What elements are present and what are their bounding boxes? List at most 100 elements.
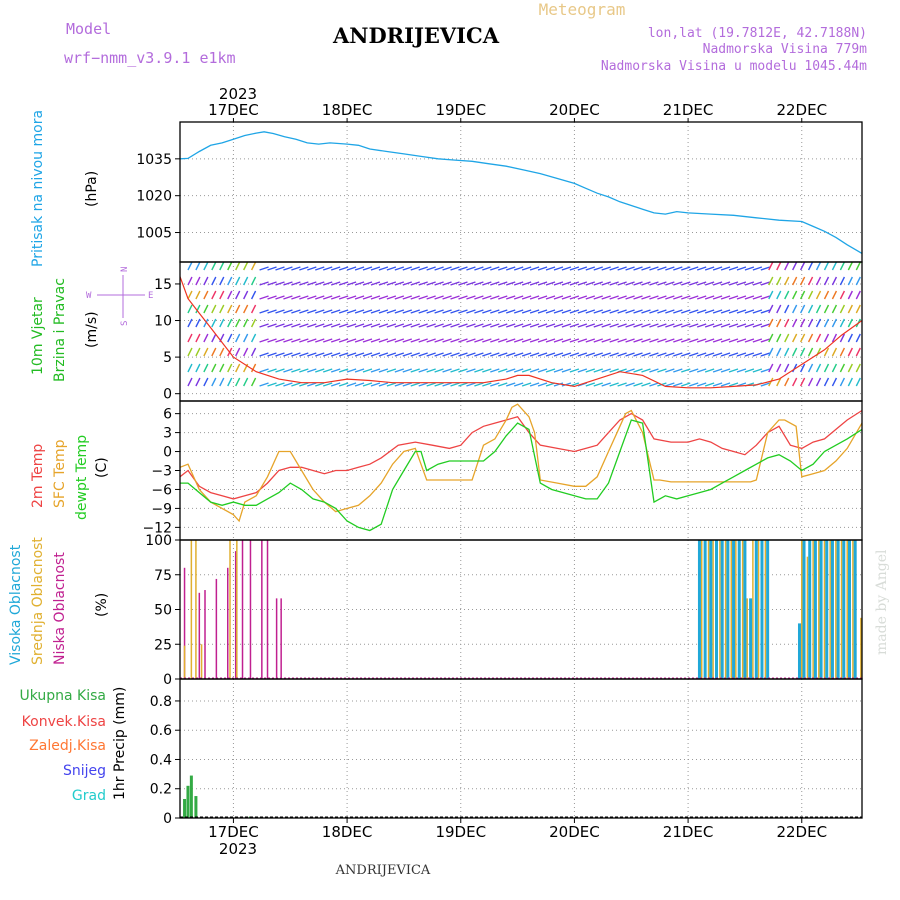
wind-vector-383 — [521, 309, 532, 314]
wind-vector-212 — [370, 309, 381, 314]
wind-vector-109 — [283, 368, 293, 373]
wind-vector-711 — [815, 377, 822, 387]
wind-vector-204 — [362, 295, 373, 300]
wind-vector-65 — [243, 347, 249, 357]
wind-vector-129 — [299, 338, 309, 343]
wind-vector-704 — [807, 347, 814, 357]
wind-vector-654 — [760, 295, 771, 300]
wind-vector-306 — [458, 382, 468, 387]
xtick-top-1: 18DEC — [322, 101, 373, 119]
wind-vector-310 — [458, 323, 468, 328]
wind-vector-35 — [211, 261, 217, 271]
wind-vector-589 — [704, 323, 715, 328]
wind-vector-321 — [466, 295, 476, 300]
pressure-unit: (hPa) — [84, 171, 100, 207]
wind-vector-582 — [696, 295, 707, 300]
wind-vector-354 — [498, 338, 508, 343]
xtick-top-4: 21DEC — [663, 101, 714, 119]
wind-vector-519 — [641, 295, 651, 300]
cloud-ylabel-high: Visoka Oblacnost — [8, 544, 24, 665]
wind-vector-351 — [498, 382, 508, 387]
wind-vector-358 — [498, 281, 508, 286]
wind-vector-469 — [601, 368, 611, 373]
wind-vector-468 — [601, 382, 611, 387]
wind-vector-474 — [601, 295, 611, 300]
wind-vector-600 — [712, 295, 723, 300]
wind-vector-132 — [299, 295, 309, 300]
panel-frame-0 — [179, 121, 863, 263]
wind-vector-650 — [760, 352, 771, 357]
wind-vector-705 — [807, 333, 814, 343]
wind-vector-463 — [593, 323, 603, 328]
wind-vector-177 — [338, 295, 349, 300]
wind-vector-166 — [330, 323, 341, 328]
wind-vector-747 — [847, 377, 853, 387]
wind-vector-451 — [585, 368, 596, 373]
wind-vector-265 — [418, 323, 428, 328]
wind-vector-85 — [259, 323, 269, 328]
wind-vector-717 — [815, 290, 822, 300]
wind-vector-498 — [625, 338, 635, 343]
wind-vector-693 — [799, 377, 806, 387]
wind-vector-45 — [227, 377, 233, 387]
wind-vector-420 — [553, 295, 564, 300]
wind-vector-436 — [569, 323, 580, 328]
wind-vector-497 — [625, 352, 635, 357]
wind-vector-51 — [227, 290, 233, 300]
wind-vector-564 — [681, 295, 691, 300]
wind-vector-678 — [784, 333, 790, 343]
wind-vector-222 — [378, 295, 389, 300]
wind-vector-403 — [537, 281, 548, 286]
wind-vector-171 — [338, 382, 349, 387]
wind-vector-703 — [807, 363, 814, 373]
wind-vector-145 — [315, 368, 325, 373]
wind-vector-508 — [633, 323, 643, 328]
wind-vector-307 — [458, 368, 468, 373]
wind-vector-609 — [720, 295, 731, 300]
wind-vector-730 — [831, 363, 838, 373]
wind-vector-1 — [187, 363, 193, 373]
wind-vector-202 — [362, 323, 373, 328]
wind-vector-449 — [577, 266, 588, 271]
wind-vector-692 — [792, 261, 798, 271]
wind-vector-259 — [410, 281, 420, 286]
wind-vector-525 — [649, 338, 659, 343]
wind-vector-645 — [752, 295, 763, 300]
wind-vector-280 — [434, 368, 444, 373]
wind-vector-326 — [474, 352, 484, 357]
wind-vector-341 — [482, 266, 492, 271]
wind-vector-223 — [378, 281, 389, 286]
wind-vector-234 — [394, 382, 405, 387]
wind-vector-293 — [442, 309, 452, 314]
wind-vector-454 — [585, 323, 596, 328]
wind-vector-664 — [768, 276, 774, 286]
wind-vector-646 — [752, 281, 763, 286]
wind-vector-501 — [625, 295, 635, 300]
wind-vector-122 — [291, 309, 301, 314]
wind-vector-429 — [561, 295, 572, 300]
wind-vector-110 — [283, 352, 293, 357]
wind-vector-763 — [855, 276, 861, 286]
legend-ukupna: Ukupna Kisa — [19, 688, 106, 704]
wind-vector-748 — [847, 363, 853, 373]
wind-vector-9 — [195, 377, 201, 387]
wind-vector-622 — [736, 368, 747, 373]
wind-vector-73 — [250, 363, 257, 373]
wind-vector-494 — [617, 266, 627, 271]
year-bottom: 2023 — [219, 840, 257, 858]
wind-vector-544 — [665, 323, 675, 328]
wind-vector-442 — [577, 368, 588, 373]
wind-vector-32 — [211, 304, 217, 314]
wind-vector-684 — [792, 377, 798, 387]
wind-vector-226 — [386, 368, 397, 373]
wind-vector-596 — [712, 352, 723, 357]
wind-vector-471 — [601, 338, 611, 343]
wind-vector-515 — [641, 352, 651, 357]
wind-vector-161 — [322, 266, 333, 271]
wind-vector-443 — [577, 352, 588, 357]
wind-vector-541 — [665, 368, 675, 373]
wind-vector-347 — [490, 309, 500, 314]
wind-vector-635 — [744, 309, 755, 314]
wind-vector-372 — [513, 338, 524, 343]
wind-vector-168 — [330, 295, 341, 300]
